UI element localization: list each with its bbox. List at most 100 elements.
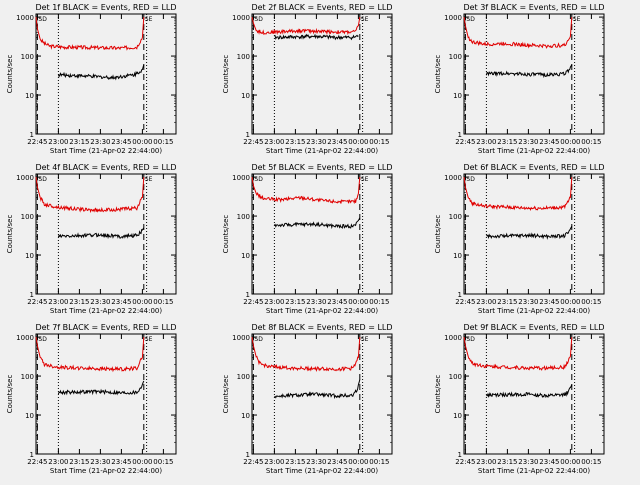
- y-tick-label: 1000: [444, 334, 462, 342]
- chart-panel-2: Det 2f BLACK = Events, RED = LLD 1 10 100 10…: [222, 3, 393, 155]
- x-tick-label: 23:00: [476, 138, 496, 146]
- y-tick-label: 1: [246, 131, 250, 139]
- x-tick-label: 23:15: [497, 138, 517, 146]
- x-tick-label: 23:30: [90, 138, 110, 146]
- events-series-line: [57, 227, 145, 240]
- x-tick-label: 23:00: [48, 138, 68, 146]
- x-tick-label: 22:45: [27, 298, 47, 306]
- chart-title: Det 4f BLACK = Events, RED = LLD: [35, 163, 176, 172]
- x-tick-label: 00:00: [348, 298, 368, 306]
- x-tick-label: 00:15: [153, 458, 173, 466]
- events-series-line: [485, 64, 573, 79]
- y-tick-label: 1: [458, 451, 462, 459]
- events-series-line: [57, 380, 145, 396]
- chart-title: Det 1f BLACK = Events, RED = LLD: [35, 3, 176, 12]
- y-tick-label: 10: [453, 252, 462, 260]
- lld-series-line: [463, 17, 573, 49]
- y-tick-label: 10: [453, 92, 462, 100]
- y-tick-label: 1000: [16, 174, 34, 182]
- chart-panel-5: Det 5f BLACK = Events, RED = LLD 1 10 100 10…: [222, 163, 393, 315]
- y-tick-label: 1: [246, 451, 250, 459]
- x-tick-label: 23:30: [306, 458, 326, 466]
- y-tick-label: 1000: [232, 174, 250, 182]
- x-tick-label: 00:00: [132, 298, 152, 306]
- x-tick-label: 23:15: [69, 138, 89, 146]
- x-axis-label: Start Time (21-Apr-02 22:44:00): [50, 467, 162, 475]
- marker-label-sd: SD: [38, 16, 47, 23]
- x-tick-label: 23:45: [111, 298, 131, 306]
- chart-panel-6: Det 6f BLACK = Events, RED = LLD 1 10 100 10…: [434, 163, 605, 315]
- y-axis-label: Counts/sec: [6, 375, 14, 414]
- y-tick-label: 10: [25, 252, 34, 260]
- y-axis-label: Counts/sec: [6, 215, 14, 254]
- x-tick-label: 23:15: [497, 458, 517, 466]
- y-axis-label: Counts/sec: [434, 55, 442, 94]
- y-axis-label: Counts/sec: [434, 215, 442, 254]
- x-axis-label: Start Time (21-Apr-02 22:44:00): [478, 147, 590, 155]
- x-tick-label: 22:45: [243, 458, 263, 466]
- x-tick-label: 00:00: [560, 298, 580, 306]
- x-tick-label: 00:15: [369, 138, 389, 146]
- y-tick-label: 1000: [232, 14, 250, 22]
- marker-label-se: SE: [361, 16, 369, 23]
- events-series-line: [486, 225, 573, 240]
- plot-frame: [463, 13, 605, 135]
- y-tick-label: 10: [25, 92, 34, 100]
- x-tick-label: 23:30: [306, 138, 326, 146]
- y-tick-label: 100: [449, 213, 462, 221]
- y-tick-label: 1: [30, 291, 34, 299]
- x-axis-label: Start Time (21-Apr-02 22:44:00): [478, 467, 590, 475]
- marker-label-sd: SD: [254, 176, 263, 183]
- lld-series-line: [251, 177, 361, 205]
- y-axis-label: Counts/sec: [222, 215, 230, 254]
- chart-title: Det 7f BLACK = Events, RED = LLD: [35, 323, 176, 332]
- events-series-line: [274, 33, 359, 41]
- x-tick-label: 23:45: [539, 298, 559, 306]
- y-tick-label: 100: [237, 53, 250, 61]
- x-tick-label: 23:45: [327, 458, 347, 466]
- y-axis-label: Counts/sec: [222, 55, 230, 94]
- plot-frame: [35, 333, 177, 455]
- plot-frame: [251, 13, 393, 135]
- marker-label-se: SE: [361, 176, 369, 183]
- y-tick-label: 10: [25, 412, 34, 420]
- chart-title: Det 3f BLACK = Events, RED = LLD: [463, 3, 604, 12]
- x-tick-label: 23:30: [518, 458, 538, 466]
- marker-label-se: SE: [573, 176, 581, 183]
- x-tick-label: 23:00: [264, 138, 284, 146]
- chart-title: Det 9f BLACK = Events, RED = LLD: [463, 323, 604, 332]
- marker-label-se: SE: [573, 16, 581, 23]
- plot-frame: [251, 173, 393, 295]
- y-tick-label: 1000: [16, 334, 34, 342]
- x-tick-label: 00:00: [560, 138, 580, 146]
- lld-series-line: [251, 16, 361, 36]
- x-tick-label: 00:15: [369, 458, 389, 466]
- y-tick-label: 10: [241, 252, 250, 260]
- y-tick-label: 100: [21, 373, 34, 381]
- chart-panel-1: Det 1f BLACK = Events, RED = LLD 1 10 100 10…: [6, 3, 177, 155]
- x-axis-label: Start Time (21-Apr-02 22:44:00): [266, 467, 378, 475]
- x-tick-label: 23:00: [264, 458, 284, 466]
- x-tick-label: 23:15: [285, 298, 305, 306]
- x-axis-label: Start Time (21-Apr-02 22:44:00): [478, 307, 590, 315]
- x-tick-label: 23:15: [285, 458, 305, 466]
- x-tick-label: 23:30: [518, 298, 538, 306]
- x-tick-label: 23:45: [539, 138, 559, 146]
- marker-label-sd: SD: [38, 176, 47, 183]
- y-tick-label: 10: [241, 412, 250, 420]
- plot-frame: [35, 173, 177, 295]
- y-tick-label: 1000: [444, 174, 462, 182]
- x-tick-label: 23:15: [497, 298, 517, 306]
- marker-label-sd: SD: [38, 336, 47, 343]
- y-tick-label: 100: [237, 213, 250, 221]
- x-axis-label: Start Time (21-Apr-02 22:44:00): [266, 307, 378, 315]
- y-tick-label: 1: [458, 291, 462, 299]
- x-tick-label: 22:45: [27, 458, 47, 466]
- y-tick-label: 10: [453, 412, 462, 420]
- x-tick-label: 22:45: [243, 138, 263, 146]
- x-tick-label: 23:15: [69, 458, 89, 466]
- x-axis-label: Start Time (21-Apr-02 22:44:00): [50, 307, 162, 315]
- marker-label-se: SE: [145, 16, 153, 23]
- marker-label-se: SE: [145, 176, 153, 183]
- chart-panel-9: Det 9f BLACK = Events, RED = LLD 1 10 100 10…: [434, 323, 605, 475]
